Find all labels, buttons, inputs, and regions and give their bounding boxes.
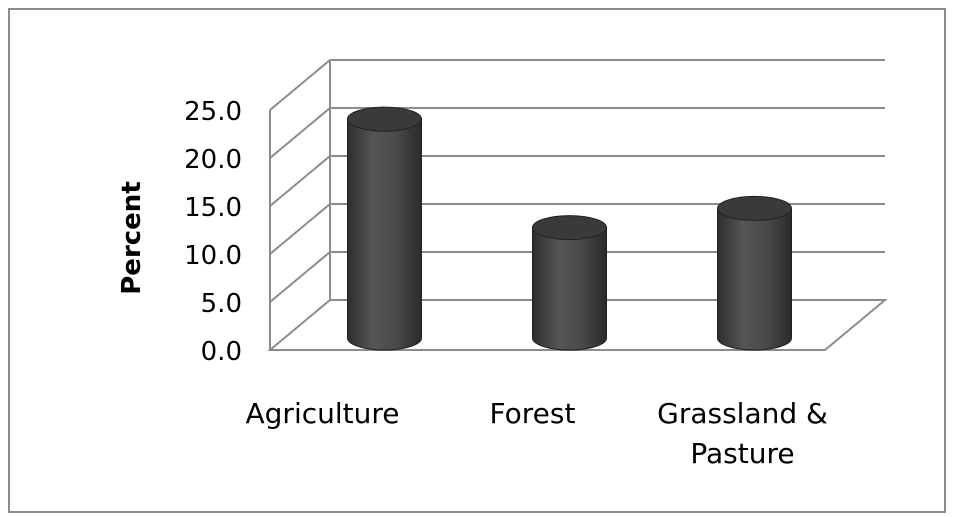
gridline: [269, 251, 885, 303]
bar: [717, 195, 792, 351]
bar-body: [717, 207, 792, 351]
y-tick-label: 15.0: [184, 193, 242, 223]
x-category-label: Agriculture: [246, 397, 400, 430]
bar-body: [532, 227, 607, 351]
gridline: [269, 155, 885, 207]
bar: [347, 106, 422, 351]
bar-top-cap: [532, 215, 607, 241]
bar-top-cap: [717, 195, 792, 221]
y-tick-label: 5.0: [201, 289, 242, 319]
y-tick-label: 20.0: [184, 145, 242, 175]
bar-chart: 0.0 5.0 10.0 15.0 20.0 25.0 Agriculture Forest G…: [117, 59, 888, 470]
y-tick-label: 0.0: [201, 337, 242, 367]
bars-layer: [347, 106, 792, 351]
bar: [532, 215, 607, 351]
gridline: [269, 203, 885, 255]
x-category-label: Forest: [490, 397, 576, 430]
y-axis-title: Percent: [117, 181, 147, 295]
bar-body: [347, 118, 422, 351]
x-category-label: Grassland & Pasture: [657, 397, 828, 470]
x-category-label-line: Grassland &: [657, 397, 828, 430]
gridline: [269, 107, 885, 159]
chart-frame: 0.0 5.0 10.0 15.0 20.0 25.0 Agriculture Forest G…: [8, 8, 946, 513]
x-category-label-line: Pasture: [690, 437, 794, 470]
x-category-label-line: Agriculture: [246, 397, 400, 430]
y-tick-label: 25.0: [184, 97, 242, 127]
labels-layer: 0.0 5.0 10.0 15.0 20.0 25.0 Agriculture Forest G…: [184, 97, 828, 470]
gridline: [269, 59, 885, 111]
x-category-label-line: Forest: [490, 397, 576, 430]
y-tick-label: 10.0: [184, 241, 242, 271]
bar-top-cap: [347, 106, 422, 132]
